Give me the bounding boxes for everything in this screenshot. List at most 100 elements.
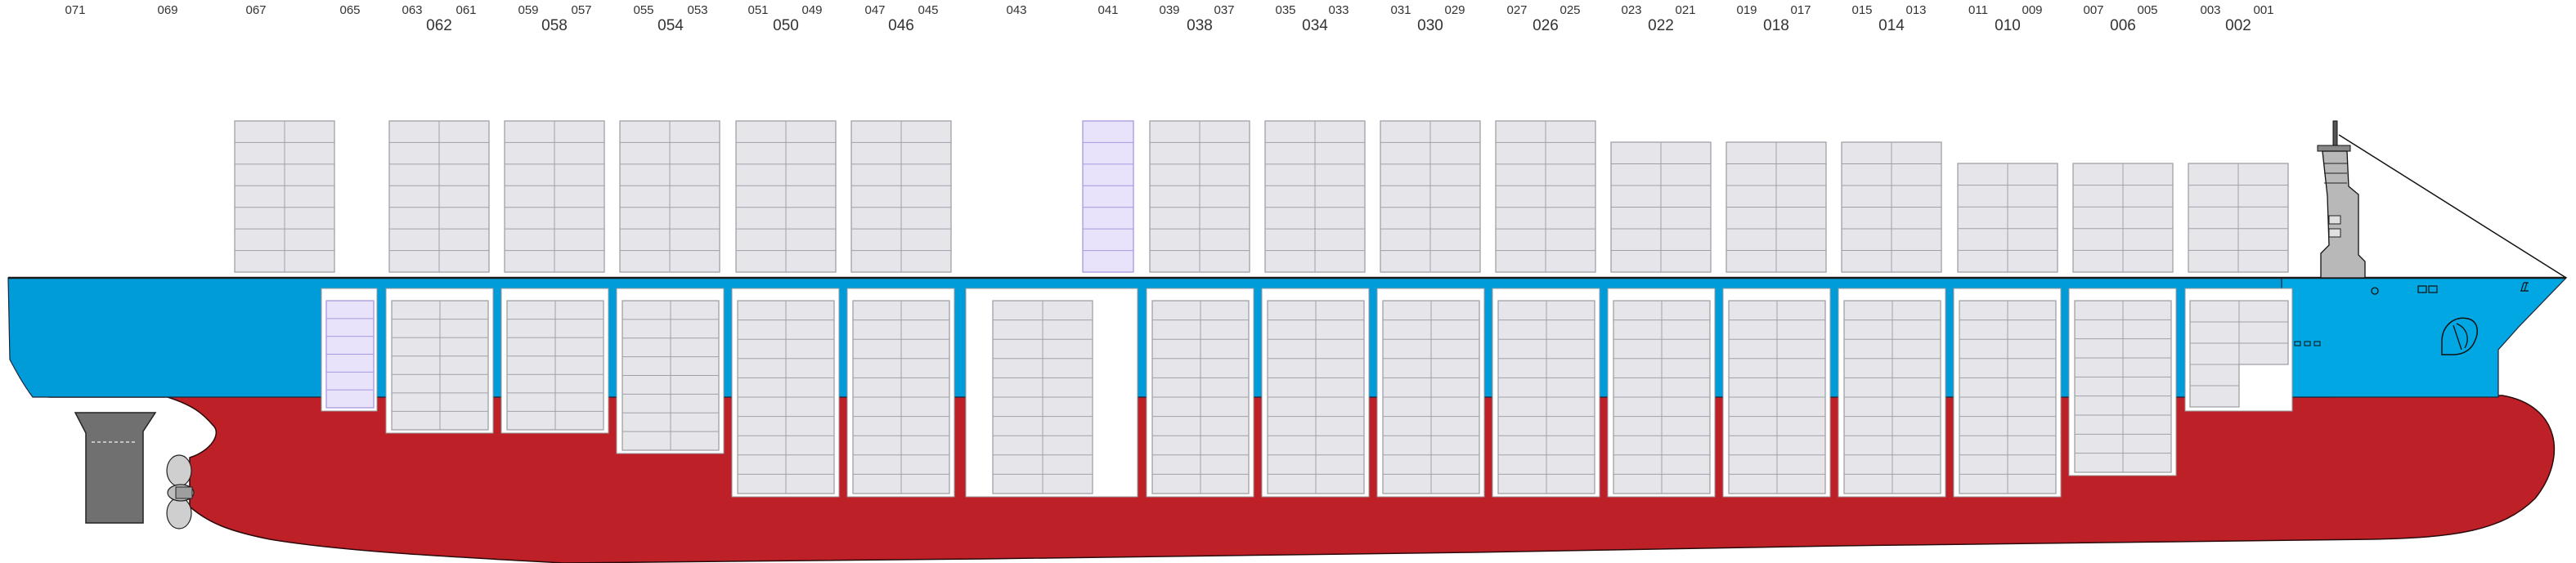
hold-stack [1722, 288, 1831, 498]
propeller-shaft [175, 486, 193, 499]
deck-stack [850, 120, 952, 273]
forestay-line [2338, 134, 2567, 279]
deck-stack [388, 120, 490, 273]
bay-label-odd: 005 [2137, 3, 2158, 17]
deck-stack [2188, 163, 2289, 273]
bay-label-odd: 019 [1736, 3, 1757, 17]
bridge-superstructure [2320, 150, 2366, 279]
hull-mark-box [2417, 285, 2427, 293]
deck-stack [1726, 141, 1827, 273]
mast-crossbar [2317, 145, 2351, 152]
bay-label-odd: 067 [245, 3, 267, 17]
hold-stack-selected [321, 288, 378, 412]
bay-label-odd: 057 [571, 3, 592, 17]
deck-stack [504, 120, 605, 273]
bay-label-odd: 011 [1968, 3, 1988, 17]
bay-label-odd: 055 [633, 3, 654, 17]
bow-window [2328, 228, 2341, 238]
bay-label-even: 018 [1763, 17, 1789, 34]
deck-stack [1380, 120, 1481, 273]
bay-label-odd: 063 [402, 3, 423, 17]
stack-outline [1082, 120, 1134, 273]
hull-opening [2294, 341, 2301, 346]
bay-label-odd: 003 [2200, 3, 2221, 17]
deck-stack [2072, 163, 2174, 273]
deck-stack [1610, 141, 1712, 273]
hold-stack [1146, 288, 1254, 498]
bay-label-odd: 015 [1851, 3, 1873, 17]
anchor-emblem-detail [2453, 323, 2468, 351]
deck-stack [234, 120, 335, 273]
bay-label-odd: 029 [1444, 3, 1465, 17]
deck-stack [735, 120, 837, 273]
bay-label-odd: 023 [1621, 3, 1642, 17]
bay-label-odd: 045 [918, 3, 939, 17]
bay-label-odd: 013 [1905, 3, 1927, 17]
bay-label-odd: 061 [456, 3, 477, 17]
bay-label-odd: 017 [1790, 3, 1811, 17]
bay-label-odd: 047 [864, 3, 886, 17]
deck-stack-selected [1082, 120, 1134, 273]
bay-label-even: 046 [888, 17, 914, 34]
bay-label-even: 014 [1878, 17, 1905, 34]
hold-stack [965, 288, 1138, 498]
bow-section [2281, 277, 2568, 398]
bay-label-odd: 039 [1159, 3, 1180, 17]
hold-stack [500, 288, 609, 434]
hold-stack [1492, 288, 1600, 498]
deck-stack [619, 120, 720, 273]
bay-label-odd: 007 [2083, 3, 2104, 17]
hull-opening [2313, 341, 2321, 346]
bay-label-odd: 001 [2253, 3, 2274, 17]
bow-window [2328, 215, 2341, 225]
hull-mark-stairs [2520, 282, 2529, 292]
bay-label-odd: 033 [1328, 3, 1349, 17]
bay-label-odd: 059 [518, 3, 539, 17]
bay-label-odd: 025 [1560, 3, 1581, 17]
bay-label-even: 010 [1995, 17, 2021, 34]
hold-stack [2184, 288, 2293, 412]
hold-stack [1953, 288, 2062, 498]
hold-stack [2068, 288, 2177, 476]
rudder [74, 412, 157, 524]
hold-stack [1838, 288, 1946, 498]
bay-label-odd: 027 [1506, 3, 1528, 17]
anchor-emblem [2441, 317, 2479, 355]
bay-label-even: 062 [426, 17, 452, 34]
hold-stack [731, 288, 840, 498]
bay-label-odd: 009 [2022, 3, 2043, 17]
bay-label-odd: 051 [747, 3, 769, 17]
bay-label-odd: 037 [1214, 3, 1235, 17]
bay-label-odd: 049 [801, 3, 823, 17]
bay-label-odd: 069 [157, 3, 178, 17]
hold-stack [616, 288, 725, 454]
bay-number-header: 071 069 067 065 063 061 059 057 055 053 051 049 047 0… [0, 0, 2576, 34]
hold-stack [385, 288, 494, 434]
deck-stack [1495, 120, 1596, 273]
bay-label-odd: 065 [339, 3, 361, 17]
bay-label-even: 050 [773, 17, 799, 34]
bay-label-odd: 053 [687, 3, 708, 17]
hull-opening [2304, 341, 2311, 346]
bay-label-even: 038 [1187, 17, 1213, 34]
bay-label-even: 026 [1533, 17, 1559, 34]
deck-stack [1957, 163, 2058, 273]
bay-label-even: 006 [2110, 17, 2136, 34]
bay-label-even: 022 [1648, 17, 1674, 34]
bay-label-odd: 041 [1097, 3, 1119, 17]
bay-label-even: 030 [1417, 17, 1443, 34]
deck-stack [1149, 120, 1250, 273]
bay-label-even: 034 [1302, 17, 1328, 34]
mast-pole [2332, 120, 2338, 148]
deck-stack [1264, 120, 1366, 273]
hold-stack [1376, 288, 1485, 498]
bay-label-odd: 035 [1275, 3, 1296, 17]
bay-label-odd: 021 [1675, 3, 1696, 17]
bay-label-even: 002 [2225, 17, 2251, 34]
propeller-blade-lower [166, 497, 192, 529]
bay-label-odd: 071 [65, 3, 86, 17]
hull-mark-circle [2371, 287, 2379, 295]
propeller-blade-upper [166, 454, 192, 487]
hull-mark-box [2428, 285, 2438, 293]
